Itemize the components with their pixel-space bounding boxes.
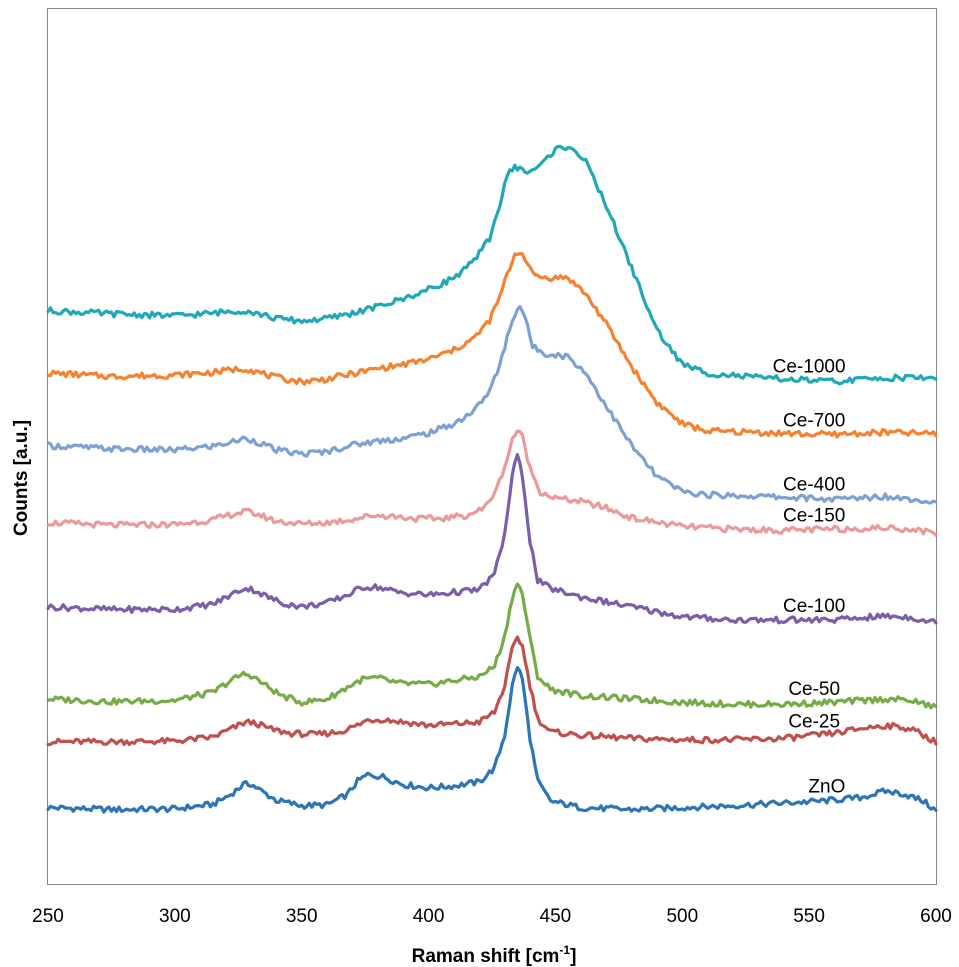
- plot-area-frame: [47, 8, 937, 885]
- series-line-ce-100: [46, 453, 938, 625]
- series-label-ce-400: Ce-400: [783, 475, 845, 496]
- x-axis-title: Raman shift [cm-1]: [412, 943, 577, 967]
- series-label-ce-50: Ce-50: [788, 679, 840, 700]
- series-line-ce-1000: [46, 144, 938, 386]
- y-axis-title: Counts [a.u.]: [11, 420, 32, 536]
- series-label-ce-700: Ce-700: [783, 410, 845, 431]
- x-tick-label-500: 500: [666, 906, 698, 927]
- x-tick-label-300: 300: [159, 906, 191, 927]
- series-label-ce-1000: Ce-1000: [773, 356, 846, 377]
- series-label-ce-100: Ce-100: [783, 596, 845, 617]
- x-tick-label-550: 550: [793, 906, 825, 927]
- x-tick-labels: 250 300 350 400 450 500 550 600: [32, 906, 952, 927]
- series-line-ce-400: [46, 305, 938, 505]
- series-label-ce-25: Ce-25: [788, 711, 840, 732]
- x-tick-label-450: 450: [540, 906, 572, 927]
- series-label-ce-150: Ce-150: [783, 506, 845, 527]
- x-tick-label-600: 600: [920, 906, 952, 927]
- series-line-ce-150: [46, 429, 938, 537]
- x-tick-label-250: 250: [32, 906, 64, 927]
- series-line-ce-50: [46, 582, 938, 710]
- x-tick-label-350: 350: [286, 906, 318, 927]
- series-line-zno: [46, 666, 938, 814]
- series-line-ce-700: [46, 252, 938, 439]
- series-line-ce-25: [46, 635, 938, 747]
- series-label-layer: ZnO Ce-25 Ce-50 Ce-100 Ce-150 Ce-400 Ce-700 Ce-…: [773, 356, 846, 797]
- series-layer: [46, 144, 938, 814]
- x-tick-label-400: 400: [413, 906, 445, 927]
- series-label-zno: ZnO: [808, 777, 845, 798]
